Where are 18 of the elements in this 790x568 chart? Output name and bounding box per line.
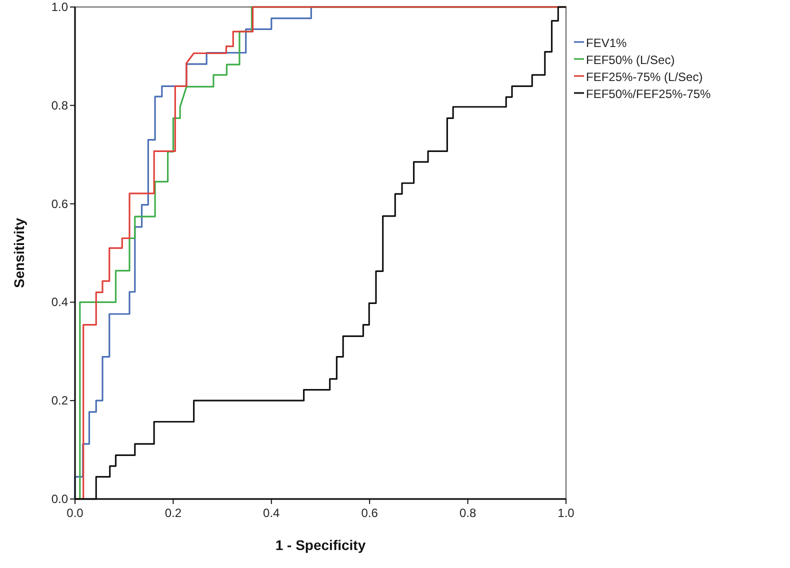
x-tick-label: 0.6 [361,506,378,520]
x-axis-title: 1 - Specificity [275,537,366,553]
x-tick-label: 1.0 [558,506,575,520]
x-tick-label: 0.0 [66,506,84,520]
y-tick-label: 0.8 [51,98,68,112]
legend-label: FEF25%-75% (L/Sec) [586,70,703,84]
legend-label: FEF50% (L/Sec) [586,53,675,67]
y-tick-label: 0.6 [51,196,68,211]
y-axis-title: Sensitivity [11,218,27,288]
x-tick-label: 0.2 [164,506,182,520]
y-tick-label: 0.2 [51,394,68,408]
x-tick-label: 0.4 [263,506,280,520]
y-tick-label: 0.0 [51,492,68,506]
legend-label: FEF50%/FEF25%-75% [586,87,712,101]
legend-label: FEV1% [586,36,628,50]
x-tick-label: 0.8 [459,506,476,520]
y-tick-label: 0.4 [51,295,68,310]
y-tick-label: 1.0 [51,0,68,14]
